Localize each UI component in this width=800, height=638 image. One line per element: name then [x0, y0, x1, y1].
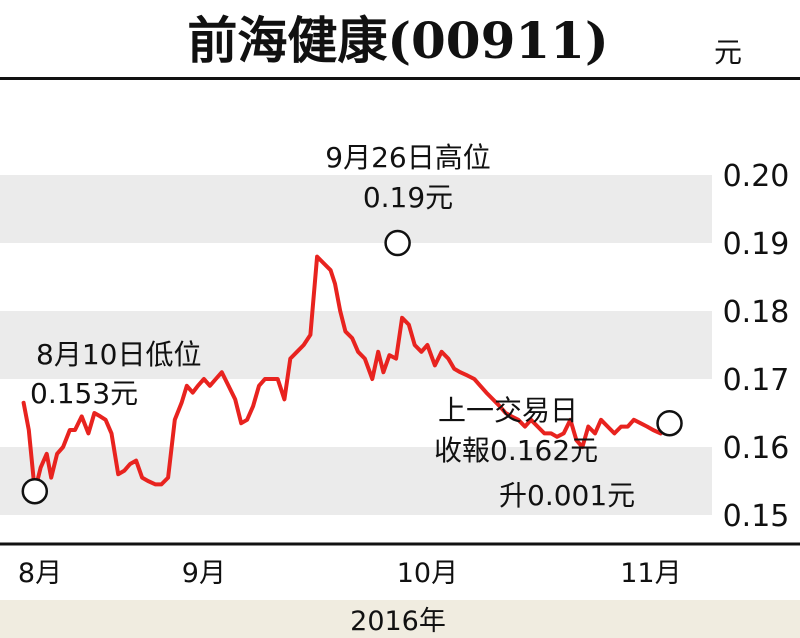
- price-series-line: [21, 254, 663, 494]
- chart-title: 前海健康(00911): [187, 11, 608, 70]
- last-trade-marker: [656, 409, 683, 437]
- y-tick-label: 0.16: [723, 431, 790, 466]
- x-tick-label: 10月: [397, 558, 458, 589]
- y-tick-label: 0.17: [723, 363, 790, 398]
- x-tick-label: 8月: [18, 558, 62, 589]
- y-axis-ticks: 0.20 0.19 0.18 0.17 0.16 0.15: [723, 159, 790, 534]
- last-trade-annotation-value: 收報0.162元: [434, 434, 598, 467]
- grid-band: [0, 447, 712, 515]
- high-annotation-label: 9月26日高位: [325, 141, 490, 174]
- footer-year-label: 2016年: [350, 606, 446, 637]
- last-trade-annotation-change: 升0.001元: [499, 479, 635, 512]
- high-annotation-value: 0.19元: [363, 181, 453, 214]
- x-tick-label: 11月: [620, 558, 681, 589]
- grid-band: [0, 175, 712, 243]
- unit-label: 元: [714, 36, 742, 69]
- x-tick-label: 9月: [182, 558, 226, 589]
- y-tick-label: 0.18: [723, 295, 790, 330]
- y-tick-label: 0.15: [723, 499, 790, 534]
- footer-band: [0, 600, 800, 638]
- grid-bands: [0, 175, 712, 515]
- low-marker: [21, 477, 49, 505]
- y-tick-label: 0.20: [723, 159, 790, 194]
- x-axis-ticks: 8月 9月 10月 11月: [18, 558, 682, 589]
- low-annotation-value: 0.153元: [30, 377, 138, 410]
- last-trade-annotation-label: 上一交易日: [438, 394, 578, 427]
- high-marker: [384, 229, 411, 257]
- y-tick-label: 0.19: [723, 227, 790, 262]
- low-annotation-label: 8月10日低位: [36, 338, 201, 371]
